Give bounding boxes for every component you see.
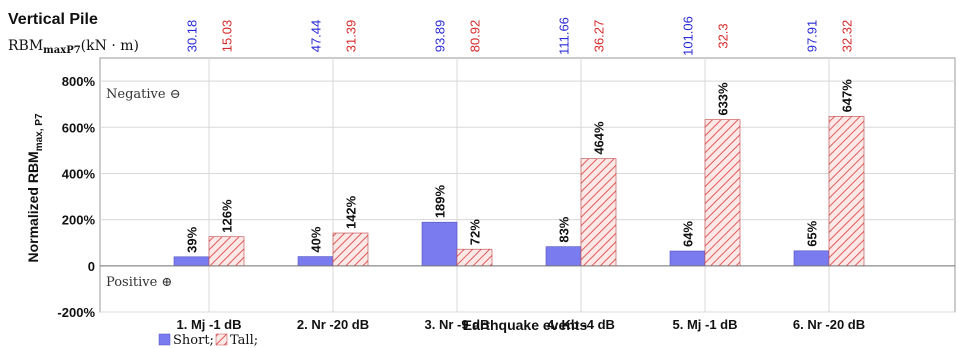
rbm-value-short: 101.06 — [681, 16, 696, 56]
bar-tall — [828, 116, 865, 267]
data-label-tall: 647% — [840, 79, 855, 113]
rbm-label-main: RBM — [8, 38, 43, 54]
rbm-value-tall: 32.3 — [716, 23, 731, 48]
y-axis-label-main: Normalized RBM — [25, 151, 41, 262]
y-tick-label: 200% — [62, 213, 96, 228]
plot-area: -200% 0 200% 400% 600% 800% 39% 126% 30.18 15.03 1… — [57, 16, 956, 332]
legend-swatch-short — [158, 333, 171, 346]
data-label-tall: 72% — [468, 219, 483, 245]
bar-short — [793, 250, 830, 267]
data-label-short: 64% — [681, 221, 696, 247]
x-tick-label: 1. Mj -1 dB — [176, 317, 241, 332]
y-tick-label: -200% — [57, 305, 95, 320]
data-label-tall: 633% — [716, 82, 731, 116]
x-tick-label: 5. Mj -1 dB — [672, 317, 737, 332]
rbm-value-short: 111.66 — [557, 17, 572, 55]
rbm-label-sub: maxP7 — [43, 45, 81, 56]
data-label-short: 189% — [433, 184, 448, 218]
rbm-value-short: 30.18 — [185, 20, 200, 53]
chart-title: Vertical Pile — [8, 11, 98, 28]
bar-tall — [580, 158, 617, 267]
y-tick-label: 400% — [62, 166, 96, 181]
rbm-value-short: 93.89 — [433, 20, 448, 53]
annotation-positive: Positive ⊕ — [106, 275, 172, 290]
rbm-label-unit: (kN · m) — [81, 38, 139, 54]
x-tick-label: 2. Nr -20 dB — [297, 317, 369, 332]
rbm-value-tall: 31.39 — [344, 20, 359, 53]
rbm-row-label: RBMmaxP7(kN · m) — [8, 38, 139, 56]
y-axis-label: Normalized RBMmax, P7 — [25, 113, 45, 262]
data-label-tall: 464% — [592, 121, 607, 155]
y-tick-label: 0 — [88, 259, 95, 274]
legend-swatch-tall — [215, 333, 228, 346]
data-label-short: 83% — [557, 216, 572, 242]
bar-tall — [208, 236, 245, 267]
bar-short — [173, 256, 210, 267]
bar-short — [545, 246, 582, 267]
x-axis-label: Earthquake events — [463, 317, 588, 333]
legend: Short; Tall; — [158, 333, 258, 348]
data-label-tall: 142% — [344, 195, 359, 229]
legend-label-tall: Tall; — [230, 333, 258, 348]
x-tick-label: 3. Nr -9 dB — [424, 317, 489, 332]
data-label-short: 40% — [309, 226, 324, 252]
data-label-short: 65% — [805, 220, 820, 246]
y-tick-label: 600% — [62, 120, 96, 135]
bar-short — [669, 250, 706, 267]
rbm-value-tall: 36.27 — [592, 20, 607, 53]
x-tick-label: 6. Nr -20 dB — [793, 317, 865, 332]
rbm-value-tall: 80.92 — [468, 20, 483, 53]
data-label-tall: 126% — [220, 199, 235, 233]
bar-short — [297, 256, 334, 267]
y-tick-label: 800% — [62, 74, 96, 89]
bar-tall — [332, 232, 369, 267]
rbm-value-short: 97.91 — [805, 20, 820, 53]
bar-short — [421, 221, 458, 267]
legend-label-short: Short; — [173, 333, 214, 348]
plot-frame — [99, 57, 956, 313]
rbm-value-tall: 32.32 — [840, 20, 855, 53]
rbm-value-short: 47.44 — [309, 20, 324, 53]
bar-tall — [704, 119, 741, 267]
y-axis-label-sub: max, P7 — [34, 113, 45, 151]
data-label-short: 39% — [185, 226, 200, 252]
bar-tall — [456, 248, 493, 267]
x-tick-label: 4. Kb -4 dB — [547, 317, 615, 332]
rbm-value-tall: 15.03 — [220, 20, 235, 53]
annotation-negative: Negative ⊖ — [106, 87, 181, 102]
